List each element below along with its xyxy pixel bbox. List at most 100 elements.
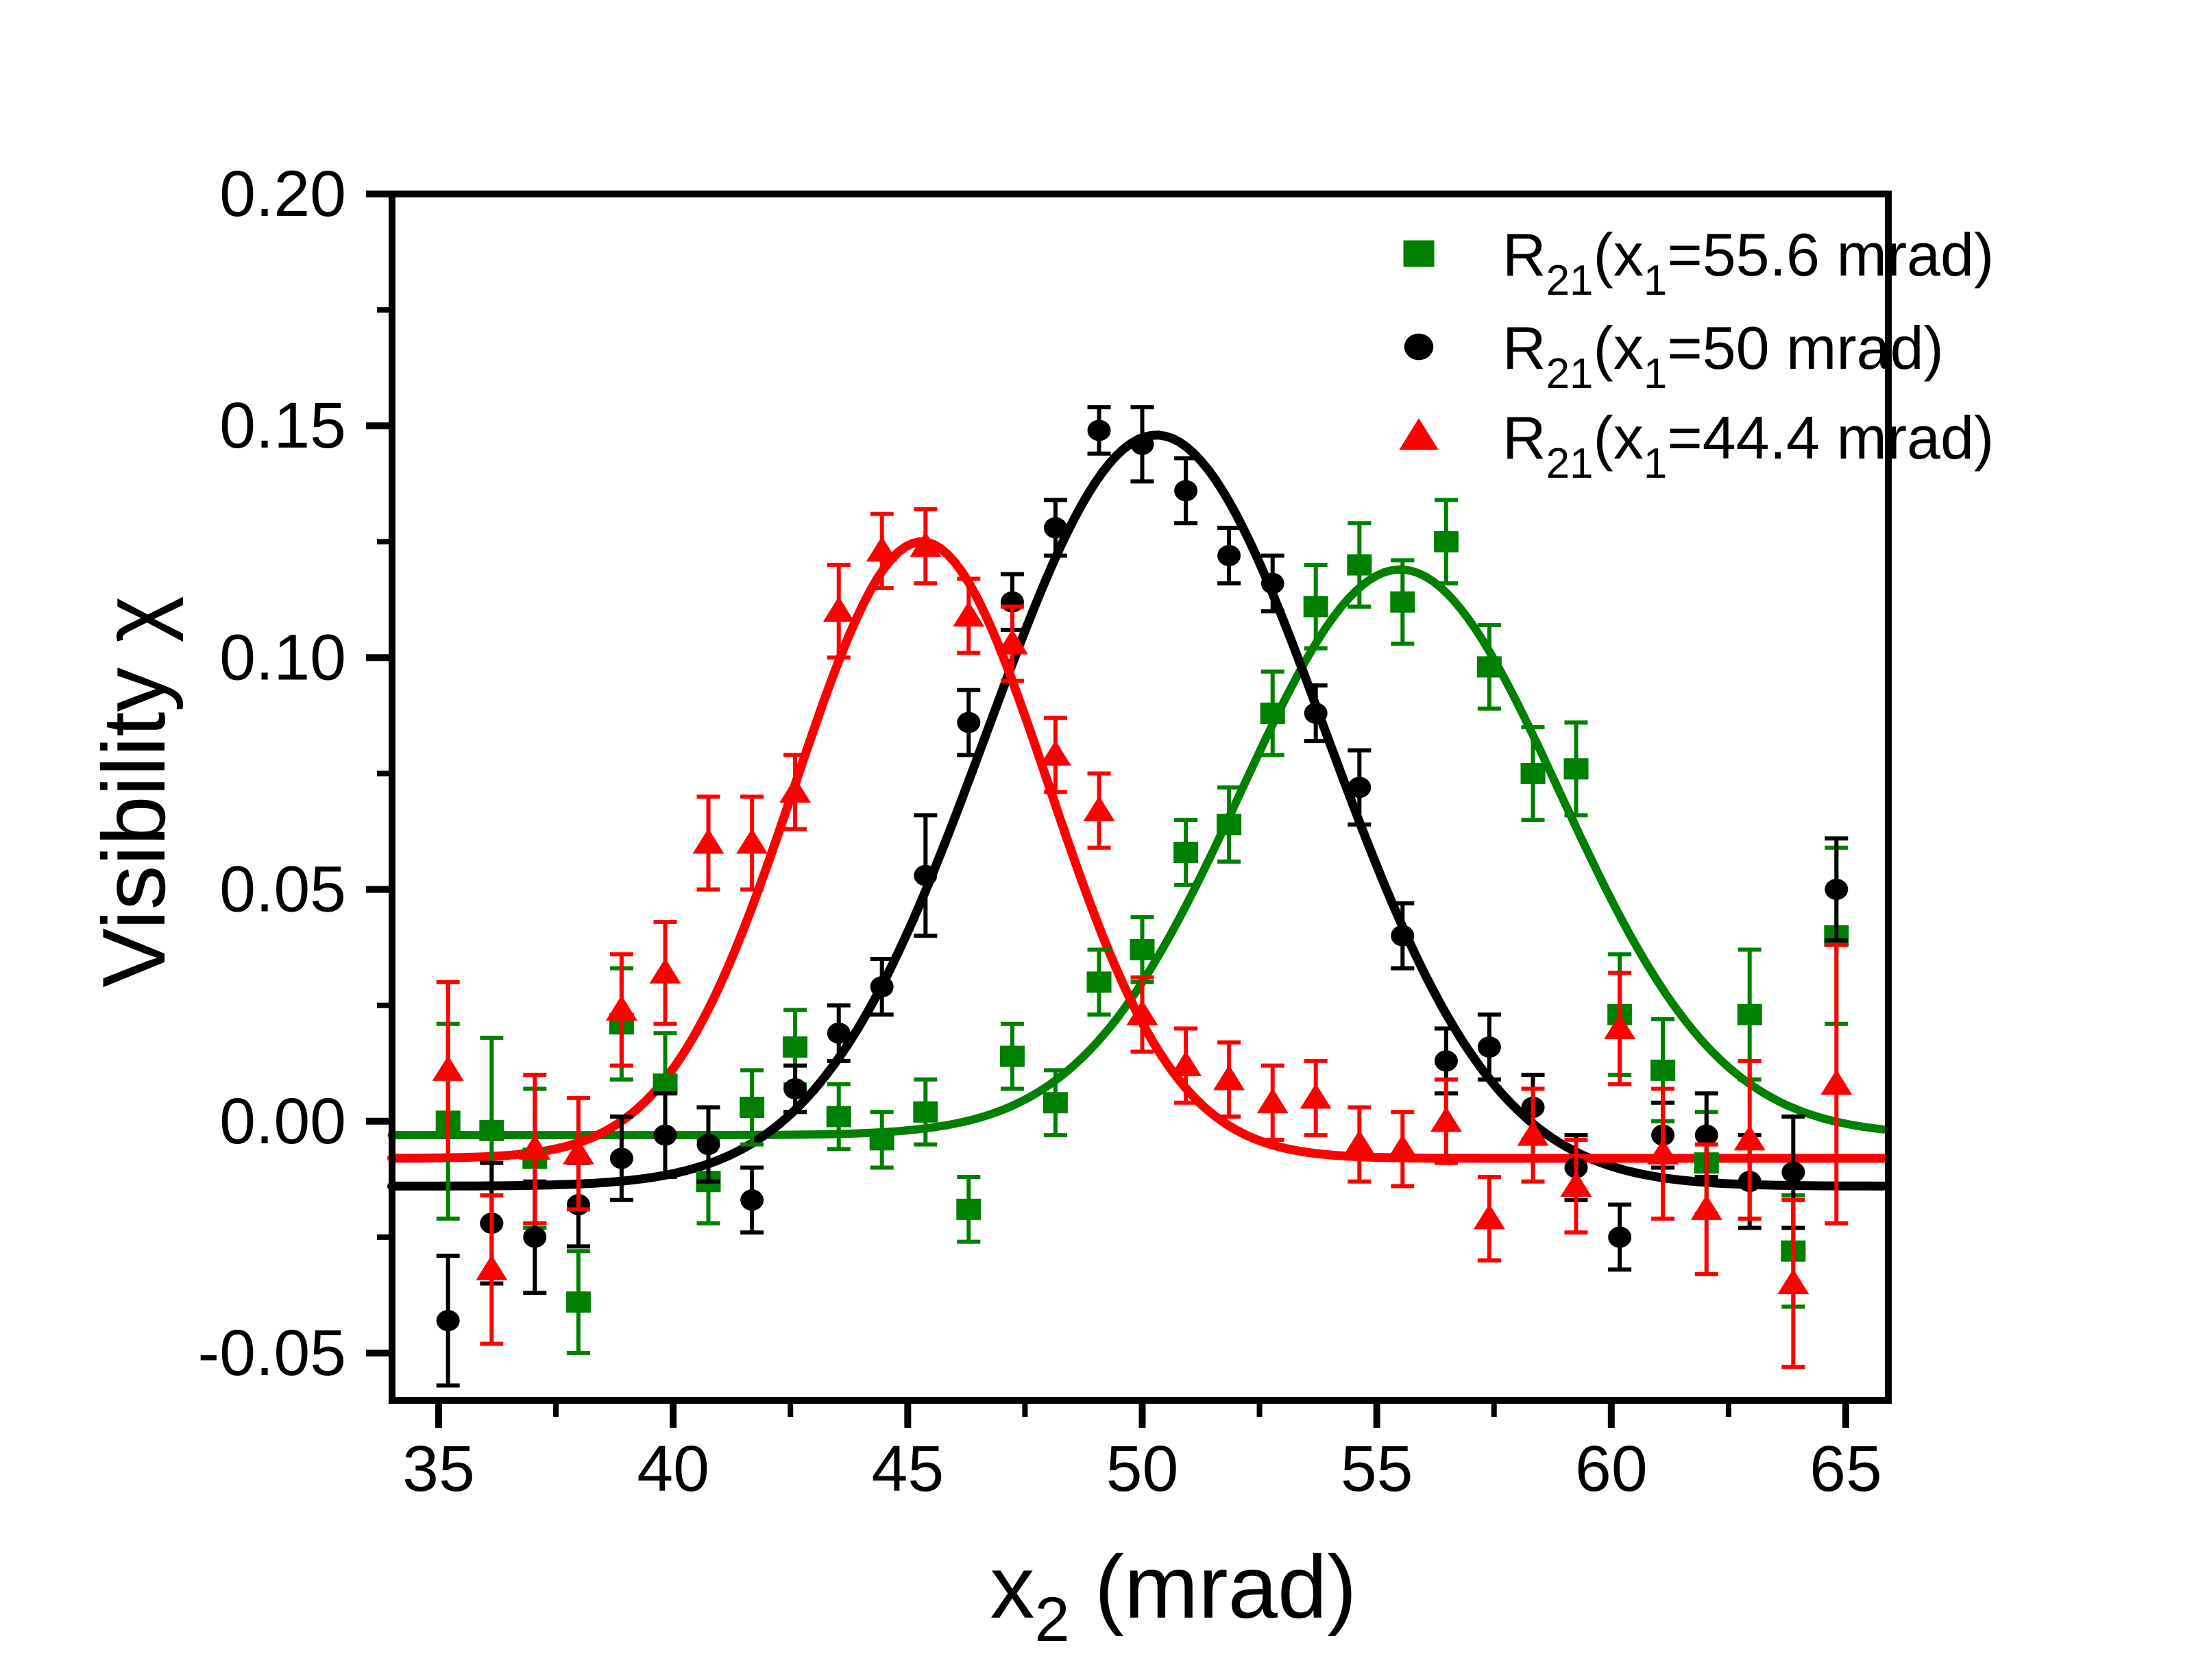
data-point [1126,975,1158,1054]
data-point [914,813,938,938]
data-point [1304,683,1328,744]
data-point [1130,405,1154,484]
data-point [1391,901,1415,971]
data-point [432,979,464,1160]
y-tick-label: 0.20 [219,158,346,230]
x-tick-label: 55 [1341,1433,1413,1505]
data-point [1086,947,1112,1017]
data-point [1087,405,1111,456]
data-point [649,919,681,1026]
data-point [996,604,1028,683]
legend-item-3: R21(x1=44.4 mrad) [1399,404,1994,487]
data-point [1647,1086,1679,1221]
data-point [1043,498,1067,558]
data-point [957,687,981,757]
fit-curve-square [387,565,1888,1140]
data-point [1608,1202,1632,1272]
data-point [1343,1105,1376,1184]
data-point [1560,1137,1592,1235]
legend-label: R21(x1=44.4 mrad) [1502,404,1994,487]
data-point [1130,915,1155,984]
y-axis: -0.05 0.00 0.05 0.10 0.15 0.20 [197,158,392,1389]
data-point [1777,1197,1809,1369]
data-point [783,1063,807,1115]
data-point [736,794,768,892]
data-point [1733,1058,1766,1221]
data-point [827,1003,851,1063]
data-point [1256,1063,1289,1142]
data-point [740,1068,765,1147]
x-tick-label: 50 [1106,1433,1179,1505]
data-point [1825,836,1849,943]
data-point [1300,1058,1332,1138]
data-point [1430,1077,1462,1165]
data-point [910,507,942,586]
series-triangle [432,507,1853,1369]
data-point [956,1174,982,1244]
data-point [1737,947,1762,1082]
x-axis: 35 40 45 50 55 60 65 [402,1400,1882,1505]
legend: R21(x1=55.6 mrad) R21(x1=50 mrad)R21(x1=4… [1399,221,1994,487]
data-point [913,1077,938,1147]
data-point [1348,748,1372,827]
legend-item-2: R21(x1=50 mrad) [1404,314,1944,398]
data-point [953,576,985,655]
data-point [1217,526,1241,586]
data-point [1563,720,1589,818]
data-point [1170,1026,1202,1105]
x-tick-label: 45 [871,1433,944,1505]
data-point [826,1082,851,1152]
data-point [1476,623,1502,711]
series-square [435,498,1849,1355]
data-point [476,1193,508,1346]
data-point [999,1021,1025,1091]
y-tick-label: 0.00 [219,1085,346,1158]
legend-label: R21(x1=55.6 mrad) [1502,221,1994,304]
data-point [653,1091,677,1179]
axis-titles: x2 (mrad) Visibility χ [84,596,1357,1655]
y-axis-title: Visibility χ [84,596,184,988]
data-point [1477,1012,1501,1082]
data-point [1039,716,1071,794]
data-point [436,1253,460,1388]
data-point [605,952,637,1068]
data-point [866,511,898,590]
data-point [1690,1142,1722,1277]
data-point [1303,563,1328,650]
legend-label: R21(x1=50 mrad) [1502,314,1944,398]
data-point [562,1095,594,1212]
data-point [1217,785,1242,864]
data-point [1083,771,1115,850]
y-tick-label: 0.05 [219,853,346,926]
data-point [870,957,894,1017]
x-tick-label: 35 [402,1433,475,1505]
data-point [692,794,724,892]
data-point [1604,971,1636,1086]
data-point [1043,1068,1068,1138]
x-tick-label: 60 [1575,1433,1648,1505]
data-point [565,1249,591,1355]
data-point [1347,521,1372,609]
data-point [1213,1040,1245,1119]
series-circle [436,405,1849,1388]
y-tick-label: -0.05 [197,1317,346,1389]
data-point [1390,558,1415,646]
x-tick-label: 40 [637,1433,709,1505]
data-point [1260,553,1284,613]
data-point [869,1110,894,1170]
data-point [740,1165,764,1235]
y-tick-label: 0.15 [219,389,346,462]
data-point [1517,1086,1549,1184]
data-point [1433,498,1459,586]
x-axis-title: x2 (mrad) [990,1537,1356,1655]
y-tick-label: 0.10 [219,621,346,694]
data-point [1174,456,1198,526]
data-point [1473,1174,1505,1263]
data-point [822,563,855,660]
data-point [1820,942,1853,1226]
data-point [1387,1110,1419,1189]
data-point [1173,818,1199,887]
data-point [609,1115,633,1202]
